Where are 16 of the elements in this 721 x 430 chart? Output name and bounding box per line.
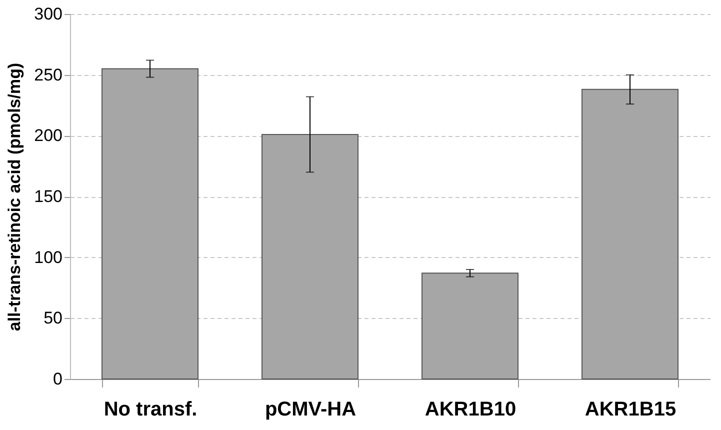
y-tick-label: 200	[34, 126, 62, 146]
x-tick-label: pCMV-HA	[264, 398, 356, 420]
x-tick-label: AKR1B15	[584, 398, 676, 420]
y-tick-label: 50	[44, 308, 62, 328]
bar	[422, 272, 518, 380]
y-tick-label: 100	[34, 248, 62, 267]
y-tick-label: 300	[34, 4, 62, 24]
bar	[102, 68, 198, 380]
x-tick-label: AKR1B10	[424, 398, 516, 420]
bar	[262, 134, 358, 380]
y-tick-label: 250	[34, 65, 62, 84]
y-tick-label: 150	[34, 187, 62, 206]
y-axis-title: all-trans-retinoic acid (pmols/mg)	[5, 62, 24, 332]
bar	[582, 88, 678, 380]
y-tick-label: 0	[53, 370, 62, 388]
x-tick-label: No transf.	[104, 398, 198, 420]
